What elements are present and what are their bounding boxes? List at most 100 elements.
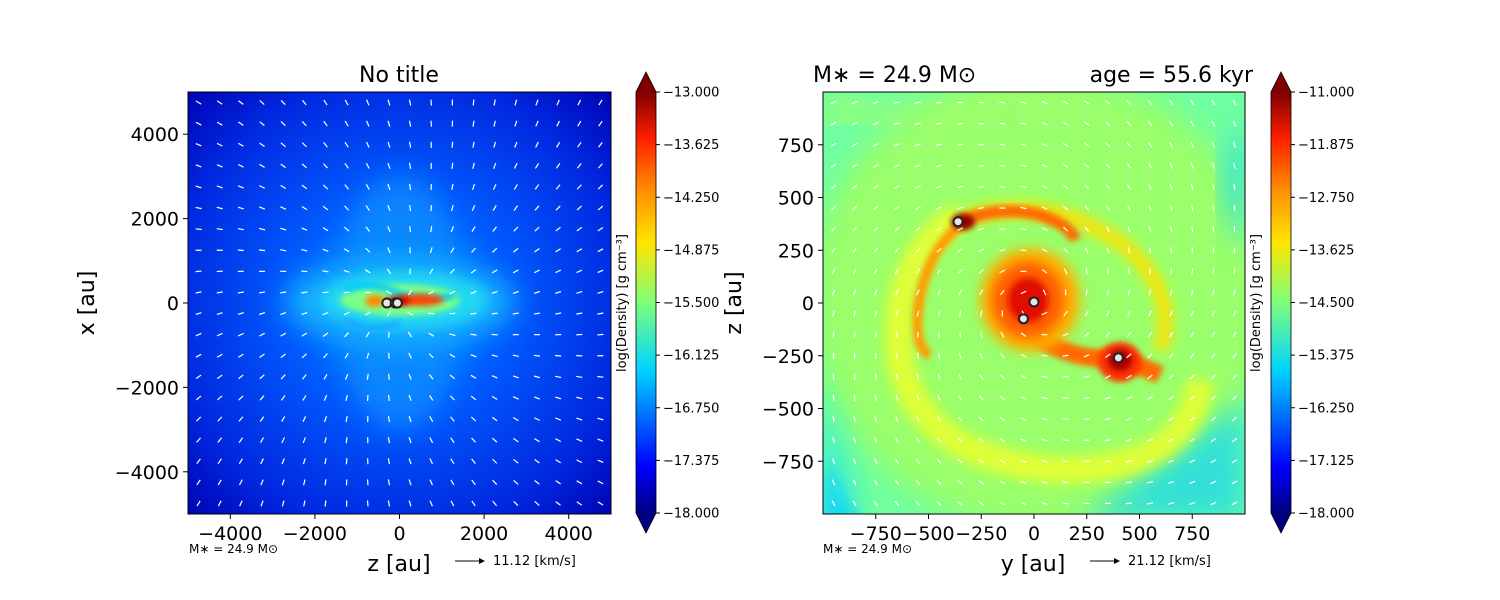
velocity-arrow <box>388 373 390 380</box>
velocity-arrow <box>555 312 562 315</box>
velocity-arrow <box>386 268 392 275</box>
velocity-arrow <box>1231 395 1237 401</box>
right-colorbar: −11.000 −11.875 −12.750 −13.625 −14.500 −15.3… <box>1249 71 1354 534</box>
velocity-arrow <box>1190 183 1194 190</box>
velocity-arrow <box>872 184 879 190</box>
velocity-arrow <box>195 228 202 231</box>
colorbar-tick-label: −15.375 <box>1298 349 1354 364</box>
velocity-arrow <box>534 184 540 190</box>
velocity-arrow <box>301 332 308 337</box>
velocity-arrow <box>1020 459 1027 463</box>
velocity-arrow <box>556 141 561 148</box>
velocity-arrow <box>1189 480 1196 485</box>
velocity-arrow <box>237 332 244 337</box>
velocity-arrow <box>874 437 878 444</box>
velocity-arrow <box>237 163 244 168</box>
velocity-arrow <box>1210 501 1217 506</box>
velocity-arrow <box>513 226 519 232</box>
velocity-arrow <box>957 248 963 253</box>
velocity-arrow <box>280 163 286 169</box>
velocity-arrow <box>1232 120 1237 127</box>
velocity-arrow <box>1190 162 1194 169</box>
velocity-arrow <box>874 394 877 402</box>
velocity-arrow <box>280 291 287 294</box>
velocity-arrow <box>915 479 921 486</box>
velocity-arrow <box>831 268 836 275</box>
velocity-arrow <box>1106 226 1110 233</box>
velocity-arrow <box>873 458 878 465</box>
velocity-arrow <box>916 394 920 401</box>
left-mass-note: M∗ = 24.9 M⊙ <box>189 542 278 556</box>
velocity-arrow <box>894 247 900 253</box>
velocity-arrow <box>493 162 497 169</box>
velocity-arrow <box>303 479 306 486</box>
y-tick-label: 500 <box>778 188 814 210</box>
velocity-arrow <box>449 333 456 337</box>
velocity-arrow <box>471 479 476 486</box>
right-colorbar-label: log(Density) [g cm⁻³] <box>1249 234 1264 372</box>
velocity-arrow <box>471 205 476 212</box>
velocity-arrow <box>915 500 921 507</box>
velocity-arrow <box>322 291 329 294</box>
left-panel: −4000 −2000 0 2000 4000 4000 2000 0 −2000 −4000 N… <box>75 63 612 577</box>
velocity-arrow <box>555 163 561 169</box>
velocity-arrow <box>1126 353 1132 359</box>
velocity-arrow <box>513 162 518 169</box>
velocity-arrow <box>407 331 413 338</box>
velocity-arrow <box>1148 310 1152 317</box>
velocity-arrow <box>1083 121 1090 126</box>
velocity-arrow <box>1233 205 1236 212</box>
velocity-arrow <box>914 143 921 147</box>
velocity-arrow <box>832 331 835 338</box>
velocity-arrow <box>216 291 223 294</box>
velocity-arrow <box>1084 184 1090 190</box>
velocity-arrow <box>492 226 498 232</box>
velocity-arrow <box>895 331 898 338</box>
velocity-arrow <box>1041 502 1048 505</box>
right-panel: −750 −500 −250 0 250 500 7507505002500−250−500… <box>722 63 1254 577</box>
velocity-arrow <box>301 163 307 169</box>
velocity-arrow <box>217 416 223 422</box>
velocity-arrow <box>893 101 900 104</box>
velocity-arrow <box>937 373 941 380</box>
velocity-arrow <box>408 289 413 296</box>
velocity-arrow <box>492 437 498 443</box>
velocity-arrow <box>259 121 265 126</box>
velocity-arrow <box>387 394 390 402</box>
velocity-arrow <box>978 186 985 188</box>
velocity-arrow <box>1041 269 1048 274</box>
velocity-arrow <box>1041 100 1048 105</box>
velocity-arrow <box>343 269 350 273</box>
right-velocity-key-label: 21.12 [km/s] <box>1128 554 1211 569</box>
velocity-arrow <box>1062 460 1069 463</box>
velocity-arrow <box>957 143 964 146</box>
velocity-arrow <box>1147 438 1154 442</box>
velocity-arrow <box>1062 121 1069 126</box>
velocity-arrow <box>322 184 329 190</box>
velocity-arrow <box>1083 100 1090 105</box>
velocity-arrow <box>1168 395 1174 401</box>
velocity-arrow <box>556 99 560 106</box>
velocity-arrow <box>895 416 899 423</box>
velocity-arrow <box>217 395 223 401</box>
velocity-arrow <box>957 501 963 506</box>
velocity-arrow <box>1041 354 1048 357</box>
velocity-arrow <box>533 312 541 315</box>
colorbar-tick-label: −14.875 <box>663 243 719 258</box>
velocity-arrow <box>895 437 899 444</box>
velocity-arrow <box>237 291 244 294</box>
velocity-arrow <box>258 227 266 231</box>
velocity-arrow <box>365 205 370 211</box>
velocity-arrow <box>1105 121 1111 127</box>
velocity-arrow <box>195 164 202 168</box>
velocity-arrow <box>491 395 498 401</box>
velocity-arrow <box>344 141 349 148</box>
velocity-arrow <box>302 395 307 401</box>
velocity-arrow <box>1169 310 1173 317</box>
velocity-arrow <box>1210 480 1217 485</box>
velocity-arrow <box>238 437 244 443</box>
velocity-arrow <box>322 248 329 252</box>
velocity-arrow <box>514 141 518 148</box>
velocity-arrow <box>470 333 477 336</box>
velocity-arrow <box>238 458 243 465</box>
